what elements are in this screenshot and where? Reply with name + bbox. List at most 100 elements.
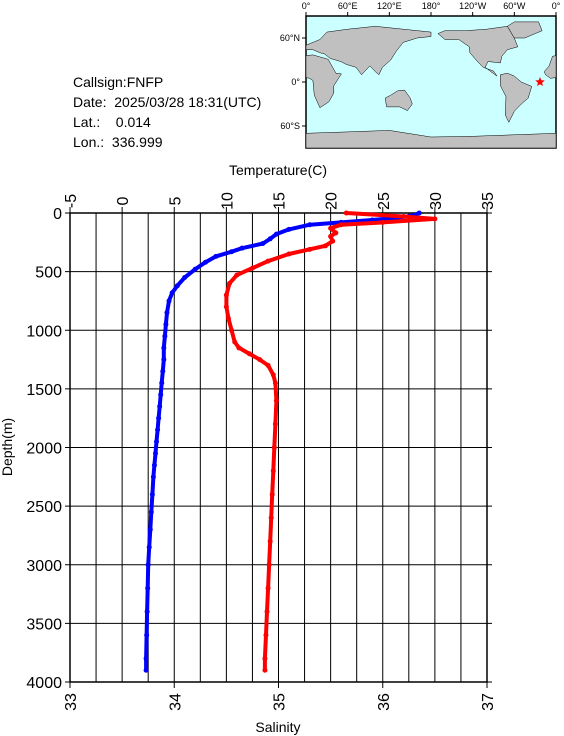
salinity-point xyxy=(272,380,278,386)
x-top-tick-label: 10 xyxy=(219,192,236,210)
map-lon-tick: 120°E xyxy=(377,1,402,11)
map-landmass xyxy=(507,21,543,39)
map-lon-tick: 0° xyxy=(552,1,561,11)
temperature-point xyxy=(155,427,161,433)
temperature-point xyxy=(150,474,156,480)
temperature-point xyxy=(151,462,157,468)
map-landmass xyxy=(500,72,533,123)
salinity-point xyxy=(432,216,438,222)
salinity-point xyxy=(257,357,263,363)
temperature-point xyxy=(144,609,150,615)
temperature-point xyxy=(174,283,180,289)
map-landmass xyxy=(305,130,557,149)
temperature-point xyxy=(166,298,172,304)
salinity-point xyxy=(401,214,407,220)
map-lat-tick: 60°N xyxy=(280,33,300,43)
temperature-point xyxy=(239,245,245,251)
y-tick-label: 4000 xyxy=(26,675,62,692)
temperature-point xyxy=(152,450,158,456)
temperature-point xyxy=(143,656,149,662)
x-bottom-tick-label: 36 xyxy=(376,693,393,711)
x-top-tick-label: 5 xyxy=(167,196,184,205)
y-tick-label: 2500 xyxy=(26,499,62,516)
temperature-point xyxy=(154,439,160,445)
map-landmass xyxy=(437,26,519,77)
temperature-point xyxy=(143,667,149,673)
map-landmass xyxy=(305,54,342,109)
map-landmass xyxy=(384,89,413,111)
x-top-tick-label: -5 xyxy=(63,194,80,208)
temperature-point xyxy=(213,253,219,259)
y-tick-label: 2000 xyxy=(26,441,62,458)
salinity-point xyxy=(262,667,268,673)
x-top-tick-label: 30 xyxy=(428,192,445,210)
x-bottom-tick-label: 34 xyxy=(167,693,184,711)
temperature-point xyxy=(416,210,422,216)
temperature-point xyxy=(149,491,155,497)
temperature-point xyxy=(192,266,198,272)
salinity-series-line xyxy=(224,211,437,673)
temperature-point xyxy=(286,226,292,232)
salinity-point xyxy=(236,345,242,351)
map-lon-tick: 60°E xyxy=(338,1,358,11)
salinity-point xyxy=(227,280,233,286)
x-top-tick-label: 20 xyxy=(324,192,341,210)
salinity-point xyxy=(268,515,274,521)
y-tick-label: 3000 xyxy=(26,558,62,575)
x-top-tick-label: 35 xyxy=(480,192,497,210)
temperature-point xyxy=(163,321,169,327)
salinity-point xyxy=(267,538,273,544)
temperature-series-line xyxy=(144,211,422,673)
temperature-point xyxy=(147,527,153,533)
salinity-point xyxy=(234,272,240,278)
map-ticks: 0° 60°E 120°E 180° 120°W 60°W 0° 60°N 0° 60°S xyxy=(280,1,561,131)
chart-series xyxy=(143,210,438,673)
world-map: 0° 60°E 120°E 180° 120°W 60°W 0° 60°N 0° 60°S xyxy=(280,1,561,149)
date-text: Date: 2025/03/28 18:31(UTC) xyxy=(73,94,262,110)
chart-grid xyxy=(69,212,488,683)
temperature-point xyxy=(145,562,151,568)
x-top-tick-label: 15 xyxy=(272,192,289,210)
temperature-point xyxy=(156,415,162,421)
y-tick-label: 1000 xyxy=(26,323,62,340)
temperature-point xyxy=(267,236,273,242)
salinity-point xyxy=(330,238,336,244)
x-top-axis-label: Temperature(C) xyxy=(229,162,327,178)
salinity-point xyxy=(225,316,231,322)
temperature-point xyxy=(148,509,154,515)
salinity-point xyxy=(269,491,275,497)
salinity-point xyxy=(264,609,270,615)
temperature-point xyxy=(162,333,168,339)
temperature-point xyxy=(160,368,166,374)
map-lat-tick: 60°S xyxy=(280,121,300,131)
temperature-point xyxy=(260,240,266,246)
temperature-point xyxy=(161,345,167,351)
temperature-point xyxy=(145,585,151,591)
salinity-point xyxy=(286,251,292,257)
y-axis-label: Depth(m) xyxy=(0,418,15,476)
star-icon xyxy=(535,77,545,86)
x-top-tick-label: 0 xyxy=(115,196,132,205)
salinity-point xyxy=(333,230,339,236)
y-tick-label: 1500 xyxy=(26,382,62,399)
salinity-point xyxy=(265,585,271,591)
temperature-point xyxy=(307,222,313,228)
salinity-point xyxy=(263,632,269,638)
temperature-point xyxy=(203,259,209,265)
salinity-point xyxy=(272,421,278,427)
salinity-point xyxy=(265,362,271,368)
salinity-point xyxy=(232,339,238,345)
salinity-point xyxy=(380,219,386,225)
callsign-text: Callsign:FNFP xyxy=(73,74,164,90)
salinity-point xyxy=(338,222,344,228)
salinity-point xyxy=(223,292,229,298)
salinity-point xyxy=(249,265,255,271)
salinity-point xyxy=(322,243,328,249)
temperature-point xyxy=(169,290,175,296)
temperature-point xyxy=(146,544,152,550)
salinity-point xyxy=(270,372,276,378)
x-bottom-tick-label: 33 xyxy=(63,693,80,711)
station-info: Callsign:FNFP Date: 2025/03/28 18:31(UTC… xyxy=(73,72,261,152)
temperature-point xyxy=(229,249,235,255)
